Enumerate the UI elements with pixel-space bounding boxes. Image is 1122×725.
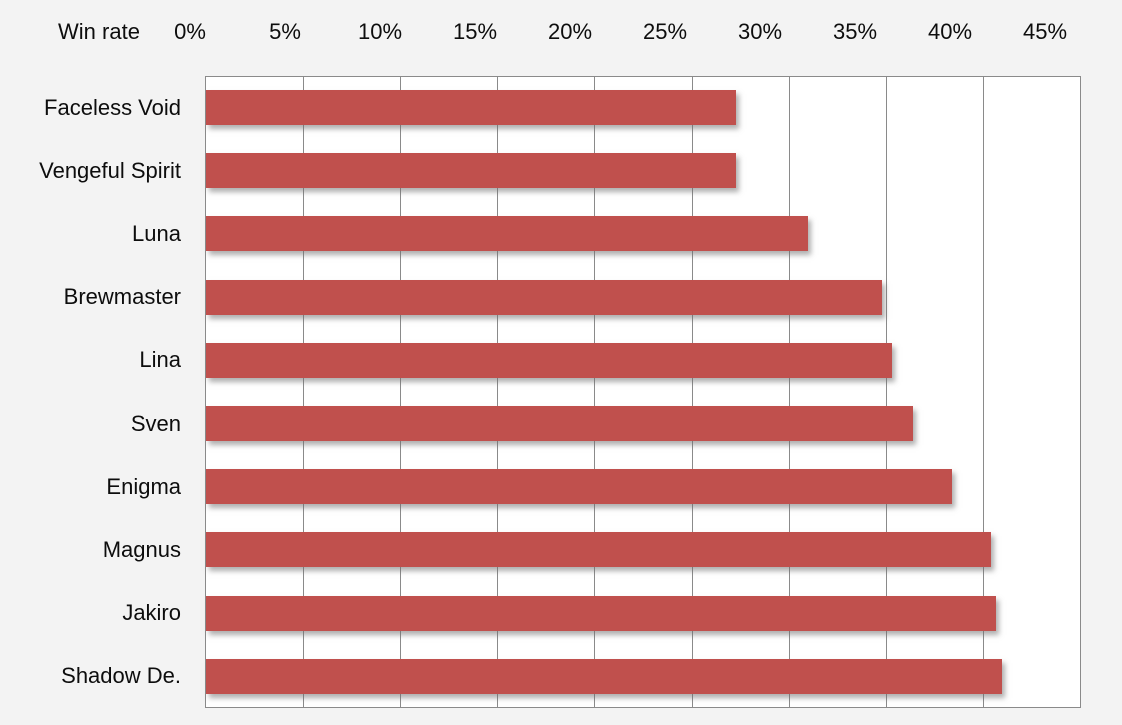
- category-label: Shadow De.: [61, 663, 181, 689]
- gridline: [497, 77, 499, 707]
- gridline: [400, 77, 402, 707]
- bar-faceless-void: [206, 90, 737, 125]
- gridline: [982, 77, 984, 707]
- bar-brewmaster: [206, 279, 882, 315]
- bar-lina: [206, 342, 892, 378]
- bar-shadow-de: [206, 658, 1003, 694]
- x-tick-label: 30%: [737, 19, 783, 44]
- gridline: [594, 77, 596, 707]
- category-label: Enigma: [106, 473, 181, 499]
- x-tick-label: 10%: [357, 19, 403, 44]
- x-tick-label: 35%: [832, 19, 878, 44]
- plot-area: [205, 76, 1081, 708]
- x-tick-label: 20%: [547, 19, 593, 44]
- category-label: Sven: [130, 410, 181, 436]
- category-label: Brewmaster: [63, 284, 181, 310]
- category-label: Faceless Void: [44, 94, 181, 120]
- category-labels: Faceless Void Vengeful Spirit Luna Brewmast…: [0, 76, 181, 708]
- gridline: [303, 77, 305, 707]
- bar-enigma: [206, 469, 952, 505]
- gridline: [788, 77, 790, 707]
- category-label: Jakiro: [122, 600, 181, 626]
- x-tick-label: 45%: [1022, 19, 1068, 44]
- bar-jakiro: [206, 595, 997, 631]
- bar-vengeful-spirit: [206, 153, 737, 189]
- bar-luna: [206, 216, 809, 252]
- gridline: [885, 77, 887, 707]
- axis-title: Win rate: [58, 19, 140, 44]
- x-tick-label: 5%: [269, 19, 301, 44]
- bar-magnus: [206, 532, 991, 568]
- gridline: [691, 77, 693, 707]
- x-tick-label: 25%: [642, 19, 688, 44]
- x-tick-label: 0%: [174, 19, 206, 44]
- x-tick-label: 15%: [452, 19, 498, 44]
- category-label: Vengeful Spirit: [39, 157, 181, 183]
- category-label: Magnus: [102, 536, 181, 562]
- x-tick-label: 40%: [927, 19, 973, 44]
- category-label: Lina: [139, 347, 181, 373]
- bar-sven: [206, 406, 913, 441]
- category-label: Luna: [132, 220, 181, 246]
